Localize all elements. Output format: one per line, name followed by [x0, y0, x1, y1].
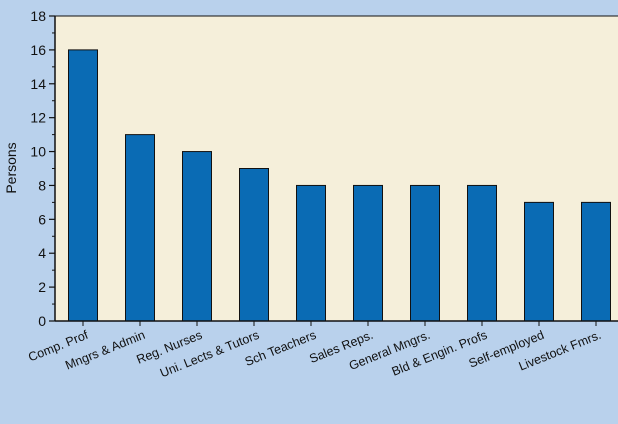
- y-tick-label: 18: [30, 8, 46, 24]
- y-tick-label: 12: [30, 110, 46, 126]
- y-axis: 0 2 4 6 8 10 12 14 16 18: [30, 8, 56, 329]
- bar-general-mngrs: [410, 184, 440, 322]
- bar-uni-lects-tutors: [239, 168, 269, 322]
- bar-reg-nurses: [182, 151, 212, 322]
- bar-mngrs-admin: [125, 134, 155, 322]
- bar-self-employed: [524, 201, 554, 322]
- y-tick-label: 10: [30, 144, 46, 160]
- y-axis-label: Persons: [3, 142, 19, 193]
- bar-sch-teachers: [296, 184, 326, 322]
- x-tick-label-bld-engin-profs: Bld & Engin. Profs: [390, 328, 489, 379]
- y-tick-label: 2: [38, 279, 46, 295]
- y-tick-label: 4: [38, 245, 46, 261]
- bar-comp-prof: [68, 49, 98, 322]
- bar-bld-engin-profs: [467, 184, 497, 322]
- y-tick-label: 14: [30, 76, 46, 92]
- y-tick-label: 6: [38, 211, 46, 227]
- y-tick-label: 16: [30, 42, 46, 58]
- y-tick-label: 0: [38, 313, 46, 329]
- bar-sales-reps: [353, 184, 383, 322]
- y-tick-label: 8: [38, 177, 46, 193]
- bar-livestock-fmrs: [581, 201, 611, 322]
